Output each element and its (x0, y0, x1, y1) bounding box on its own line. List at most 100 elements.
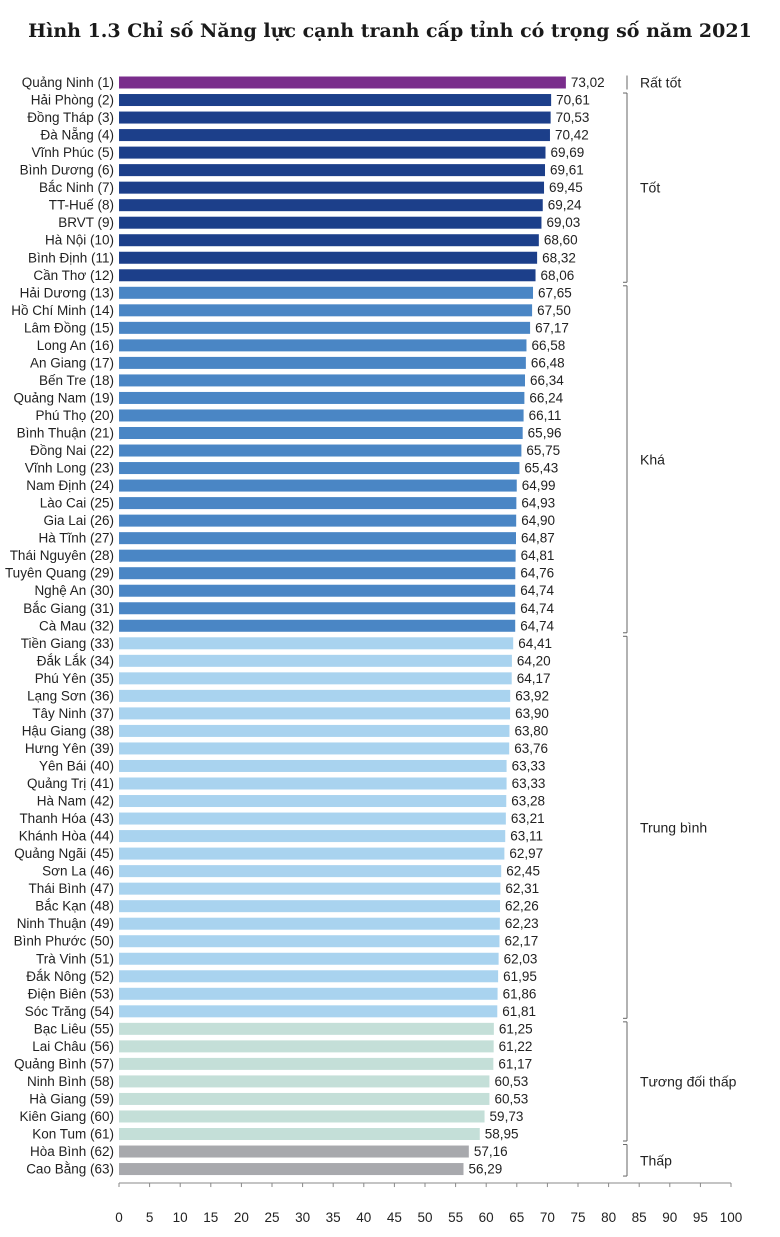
value-label: 64,99 (522, 478, 556, 493)
x-tick-label: 0 (115, 1210, 123, 1225)
value-label: 64,20 (517, 653, 551, 668)
value-label: 70,42 (555, 128, 589, 143)
bar (119, 952, 499, 965)
category-label: Bình Dương (6) (20, 163, 114, 178)
chart-title: Hình 1.3 Chỉ số Năng lực cạnh tranh cấp … (28, 20, 752, 42)
value-label: 64,81 (521, 548, 555, 563)
category-label: TT-Huế (8) (49, 198, 114, 213)
x-tick-label: 25 (264, 1210, 279, 1225)
bar (119, 269, 536, 282)
value-label: 62,97 (509, 846, 543, 861)
category-label: Vĩnh Phúc (5) (31, 145, 114, 160)
bar (119, 111, 551, 124)
bar (119, 514, 517, 527)
category-label: Lai Châu (56) (32, 1039, 114, 1054)
bar (119, 479, 517, 492)
bar (119, 689, 511, 702)
x-tick-label: 65 (509, 1210, 524, 1225)
value-label: 68,32 (542, 250, 576, 265)
value-label: 57,16 (474, 1144, 508, 1159)
category-label: Bình Thuận (21) (17, 426, 114, 441)
bar (119, 777, 507, 790)
bar (119, 76, 566, 89)
value-label: 62,45 (506, 864, 540, 879)
value-label: 61,25 (499, 1021, 533, 1036)
value-label: 69,24 (548, 198, 582, 213)
category-label: Bắc Giang (31) (23, 601, 114, 616)
bar (119, 707, 511, 720)
bar (119, 847, 505, 860)
value-label: 69,03 (546, 215, 580, 230)
category-label: Thái Nguyên (28) (10, 548, 114, 563)
x-tick-label: 80 (601, 1210, 616, 1225)
category-label: An Giang (17) (30, 355, 114, 370)
value-label: 70,53 (556, 110, 590, 125)
category-label: Đắk Lắk (34) (37, 653, 114, 668)
bar (119, 900, 501, 913)
bar (119, 181, 545, 194)
bar (119, 1145, 469, 1158)
category-label: Tây Ninh (37) (32, 706, 114, 721)
category-label: Bắc Kạn (48) (35, 899, 114, 914)
value-label: 64,74 (520, 618, 554, 633)
group-label: Rất tốt (640, 75, 681, 91)
value-label: 70,61 (556, 93, 590, 108)
category-label: Hà Giang (59) (29, 1091, 114, 1106)
x-tick-label: 10 (173, 1210, 188, 1225)
bar (119, 409, 524, 422)
category-label: Bình Phước (50) (14, 934, 114, 949)
bar (119, 462, 520, 475)
value-label: 63,76 (514, 741, 548, 756)
category-label: Hậu Giang (38) (22, 723, 114, 738)
category-label: Điện Biên (53) (28, 986, 114, 1001)
category-label: Sóc Trăng (54) (25, 1004, 114, 1019)
value-label: 66,48 (531, 355, 565, 370)
value-label: 63,28 (511, 794, 545, 809)
x-tick-label: 95 (693, 1210, 708, 1225)
category-label: Hà Nội (10) (45, 233, 114, 248)
value-label: 64,87 (521, 531, 555, 546)
bar (119, 935, 500, 948)
category-label: Gia Lai (26) (43, 513, 114, 528)
value-label: 63,92 (515, 688, 549, 703)
category-label: Đồng Tháp (3) (27, 110, 114, 125)
value-label: 60,53 (494, 1074, 528, 1089)
category-label: Tuyên Quang (29) (5, 566, 114, 581)
x-tick-label: 35 (326, 1210, 341, 1225)
category-label: Bình Định (11) (28, 250, 114, 265)
category-label: Trà Vinh (51) (36, 951, 114, 966)
bar (119, 427, 523, 439)
x-tick-label: 55 (448, 1210, 463, 1225)
bar (119, 654, 512, 667)
value-label: 68,60 (544, 233, 578, 248)
bar (119, 1057, 494, 1070)
group-label: Thấp (640, 1152, 672, 1168)
value-label: 61,81 (502, 1004, 536, 1019)
bar (119, 286, 534, 299)
value-label: 62,31 (505, 881, 539, 896)
category-label: Quảng Trị (41) (27, 776, 114, 791)
value-label: 66,11 (529, 408, 562, 423)
value-label: 58,95 (485, 1127, 519, 1142)
bar (119, 251, 538, 264)
category-label: Bạc Liêu (55) (34, 1021, 114, 1036)
category-label: Lào Cai (25) (40, 496, 114, 511)
category-label: Hải Phòng (2) (31, 93, 114, 108)
category-label: Đắk Nông (52) (26, 969, 114, 984)
category-label: Kon Tum (61) (32, 1127, 114, 1142)
category-label: Cao Bằng (63) (26, 1162, 114, 1177)
x-tick-label: 40 (356, 1210, 371, 1225)
x-tick-label: 75 (570, 1210, 585, 1225)
category-label: Nghệ An (30) (34, 583, 114, 598)
bar (119, 882, 501, 895)
category-label: Lạng Sơn (36) (27, 688, 114, 703)
value-label: 56,29 (468, 1162, 502, 1177)
bar (119, 1110, 485, 1123)
value-label: 68,06 (541, 268, 575, 283)
value-label: 69,61 (550, 163, 584, 178)
group-label: Tốt (640, 180, 660, 196)
bar (119, 1128, 480, 1140)
x-tick-label: 60 (479, 1210, 494, 1225)
category-label: Khánh Hòa (44) (19, 829, 114, 844)
category-label: Kiên Giang (60) (19, 1109, 114, 1124)
